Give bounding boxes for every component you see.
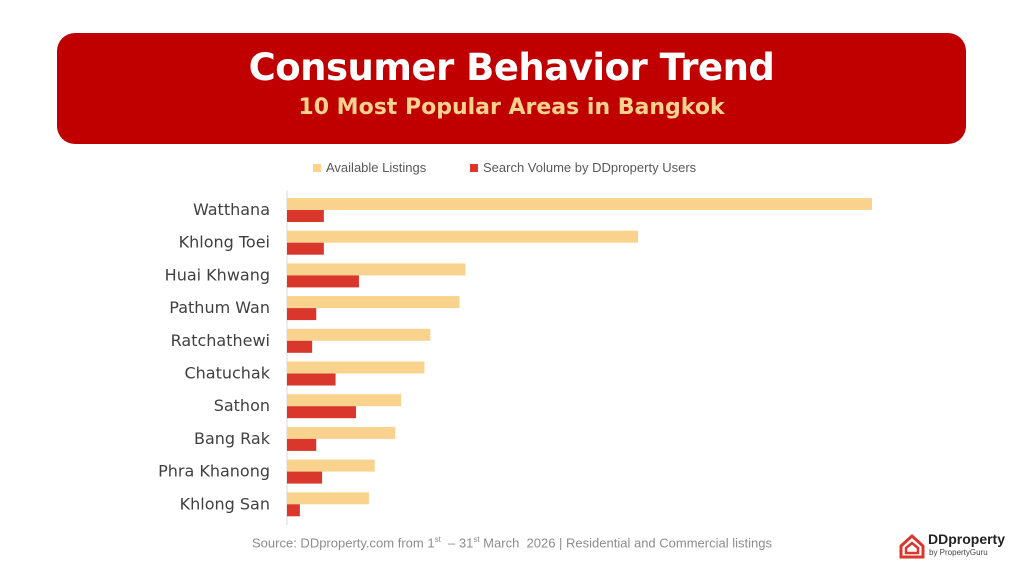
bar-available-listings: [287, 230, 638, 243]
ddproperty-logo-icon: [899, 533, 925, 559]
category-label: Sathon: [214, 396, 270, 415]
category-label: Phra Khanong: [158, 462, 270, 481]
bar-search-volume: [287, 340, 313, 353]
bar-available-listings: [287, 198, 872, 210]
bar-search-volume: [287, 373, 336, 386]
legend-item-search-volume: Search Volume by DDproperty Users: [470, 160, 696, 175]
bar-available-listings: [287, 263, 466, 276]
bar-available-listings: [287, 394, 402, 407]
category-label: Watthana: [193, 200, 270, 219]
bar-available-listings: [287, 492, 369, 505]
source-sup-1: st: [434, 535, 441, 544]
logo-brand: DDproperty: [928, 531, 1006, 547]
bar-available-listings: [287, 328, 431, 341]
bar-search-volume: [287, 210, 324, 222]
legend-swatch-search: [470, 163, 478, 172]
source-note: Source: DDproperty.com from 1st – 31st M…: [0, 535, 1024, 550]
chart-subtitle: 10 Most Popular Areas in Bangkok: [298, 95, 725, 120]
category-label: Chatuchak: [184, 364, 270, 383]
legend-item-available-listings: Available Listings: [313, 160, 426, 175]
bar-search-volume: [287, 471, 323, 484]
category-label: Pathum Wan: [169, 298, 270, 317]
category-label: Khlong Toei: [179, 233, 270, 252]
source-suffix: March 2026 | Residential and Commercial …: [479, 535, 772, 551]
bar-search-volume: [287, 438, 317, 451]
legend-label-available: Available Listings: [326, 160, 427, 175]
bar-chart: Watthana Khlong Toei Huai Khwang Pathum Wan…: [158, 190, 872, 525]
bar-search-volume: [287, 504, 300, 517]
bar-available-listings: [287, 361, 425, 374]
bar-search-volume: [287, 406, 357, 419]
category-label: Huai Khwang: [165, 265, 270, 284]
category-label: Khlong San: [180, 494, 270, 513]
bar-available-listings: [287, 459, 375, 472]
bar-search-volume: [287, 275, 359, 288]
title-banner: Consumer Behavior Trend 10 Most Popular …: [57, 33, 966, 144]
bar-available-listings: [287, 426, 396, 439]
bar-search-volume: [287, 308, 317, 321]
source-prefix: Source: DDproperty.com from 1: [252, 535, 435, 551]
bar-available-listings: [287, 296, 460, 309]
bar-search-volume: [287, 242, 324, 255]
category-label: Bang Rak: [194, 429, 271, 448]
source-mid: – 31: [440, 535, 474, 551]
category-label: Ratchathewi: [171, 331, 270, 350]
ddproperty-logo: DDproperty by PropertyGuru: [898, 530, 1008, 562]
logo-byline: by PropertyGuru: [929, 548, 988, 557]
legend-label-search: Search Volume by DDproperty Users: [483, 160, 697, 175]
source-sup-2: st: [473, 535, 480, 544]
chart-title: Consumer Behavior Trend: [248, 46, 775, 89]
legend-swatch-available: [313, 163, 321, 172]
